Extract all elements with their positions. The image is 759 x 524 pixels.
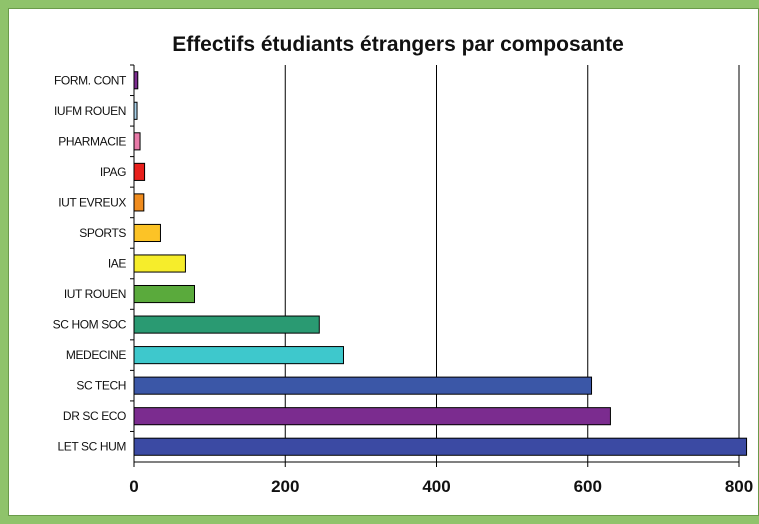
bar bbox=[133, 376, 593, 395]
bar bbox=[133, 193, 145, 212]
category-label: IAE bbox=[108, 257, 127, 271]
chart-title: Effectifs étudiants étrangers par compos… bbox=[172, 33, 624, 56]
x-tick-label: 0 bbox=[129, 477, 138, 496]
bar bbox=[133, 437, 748, 456]
bar bbox=[133, 254, 186, 273]
category-label: SPORTS bbox=[79, 226, 126, 240]
bar bbox=[133, 223, 161, 243]
bar bbox=[133, 162, 146, 181]
x-tick-label: 200 bbox=[271, 477, 299, 496]
bar bbox=[133, 71, 139, 90]
category-label: IPAG bbox=[100, 165, 126, 179]
bar bbox=[133, 407, 611, 426]
category-label: PHARMACIE bbox=[58, 134, 126, 148]
category-label: SC HOM SOC bbox=[53, 318, 127, 332]
category-label: FORM. CONT bbox=[54, 73, 127, 87]
category-label: DR SC ECO bbox=[63, 409, 126, 423]
category-label: MEDECINE bbox=[66, 348, 127, 362]
bar bbox=[133, 132, 141, 151]
category-label: IUT EVREUX bbox=[58, 195, 126, 209]
category-label: IUFM ROUEN bbox=[54, 104, 126, 118]
x-tick-label: 800 bbox=[725, 477, 753, 496]
chart-frame: Effectifs étudiants étrangers par compos… bbox=[8, 8, 759, 516]
bar bbox=[133, 315, 320, 334]
category-label: LET SC HUM bbox=[58, 440, 127, 454]
bar-chart: Effectifs étudiants étrangers par compos… bbox=[53, 33, 754, 496]
category-label: SC TECH bbox=[76, 379, 126, 393]
category-label: IUT ROUEN bbox=[64, 287, 126, 301]
x-tick-label: 600 bbox=[574, 477, 602, 496]
bar bbox=[133, 284, 195, 304]
x-tick-label: 400 bbox=[422, 477, 450, 496]
bar bbox=[133, 346, 344, 365]
